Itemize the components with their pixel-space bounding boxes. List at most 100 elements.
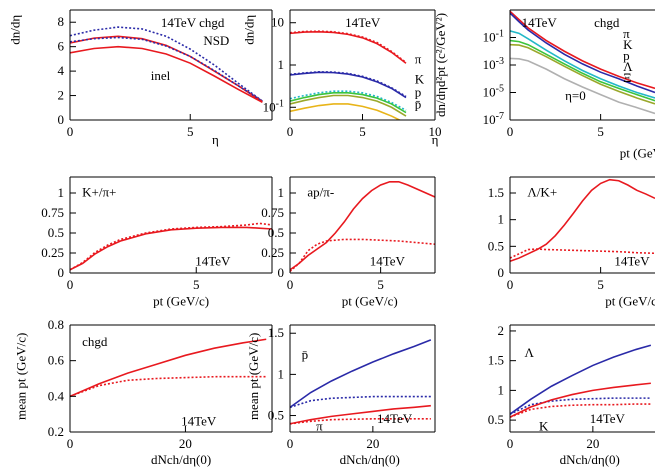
- panel-title: Λ: [525, 345, 535, 360]
- series-line-1: [290, 30, 407, 64]
- x-tick-label: 0: [507, 124, 514, 139]
- series-line-1: [290, 395, 431, 409]
- annotation: 14TeV: [370, 253, 406, 268]
- legend-entry: π: [623, 26, 630, 41]
- series-group: [510, 10, 655, 115]
- y-tick-label: 2: [58, 88, 65, 103]
- series-line-2: [70, 36, 263, 102]
- series-line-2: [510, 382, 651, 418]
- legend-entry: p: [623, 48, 630, 63]
- x-tick-label: 20: [586, 436, 599, 451]
- legend-entry: p: [415, 85, 422, 100]
- panel-title: 14TeV: [345, 15, 381, 30]
- y-axis-label: dn/dηd²pt (c²/GeV²): [433, 13, 448, 117]
- series-line-3: [510, 39, 655, 102]
- series-group: [290, 181, 435, 272]
- y-tick-label: 10-3: [483, 56, 504, 72]
- axes: 0 5 10-1 10-3 10-5 10-7: [483, 9, 655, 139]
- y-tick-label: 0.4: [48, 388, 65, 403]
- legend-title: chgd: [594, 15, 620, 30]
- series-line-2: [290, 404, 431, 425]
- y-tick-label: 10-1: [483, 29, 504, 45]
- series-line-3: [290, 418, 431, 425]
- y-tick-label: 1: [498, 382, 505, 397]
- y-tick-label: 0.5: [268, 225, 284, 240]
- y-axis-label: dn/dη: [242, 15, 257, 45]
- y-tick-label: 1.5: [268, 325, 284, 340]
- y-tick-label: 0: [498, 265, 505, 280]
- x-axis-label: η: [432, 132, 439, 147]
- panel-title: chgd: [82, 334, 108, 349]
- panel-p1: 0 5 0 2 4 6 8 14TeV chgd NSD inel η dn/dη: [8, 9, 273, 147]
- y-tick-label: 1.5: [488, 353, 504, 368]
- x-tick-label: 10: [429, 124, 442, 139]
- panel-title: Λ/K+: [527, 184, 557, 199]
- x-axis-label: dNch/dη(0): [340, 452, 400, 467]
- legend-entry: Λ: [623, 59, 633, 74]
- y-tick-label: 10-5: [483, 84, 504, 100]
- annotation: 14TeV: [377, 411, 413, 426]
- series-line-5: [510, 57, 655, 115]
- series-line-1: [70, 375, 267, 398]
- series-line-6: [290, 94, 407, 117]
- series-line-0: [290, 181, 435, 271]
- series-group: [70, 338, 267, 398]
- series-line-1: [290, 238, 435, 272]
- y-tick-label: 1: [278, 57, 285, 72]
- series-line-1: [510, 248, 655, 259]
- x-tick-label: 0: [67, 124, 74, 139]
- series-group: [70, 26, 263, 103]
- series-line-0: [510, 178, 655, 263]
- x-tick-label: 0: [287, 277, 294, 292]
- x-tick-label: 0: [507, 277, 514, 292]
- y-tick-label: 10-7: [483, 111, 504, 127]
- x-axis-label: η: [212, 132, 219, 147]
- series-line-5: [290, 92, 407, 114]
- annotation: 14TeV: [181, 413, 217, 428]
- panel-p4: 0 5 0 0.25 0.5 0.75 1 K+/π+ 14TeV pt (GeV/c): [41, 176, 273, 309]
- x-axis-label: pt (GeV/c): [342, 294, 398, 309]
- panel-title: K+/π+: [82, 184, 116, 199]
- x-axis-label: dNch/dη(0): [151, 452, 211, 467]
- legend-entry: p̄: [415, 97, 422, 112]
- annotation: π: [316, 419, 323, 434]
- y-tick-label: 6: [58, 39, 65, 54]
- y-tick-label: 0: [58, 112, 65, 127]
- y-tick-label: 0.2: [48, 424, 64, 439]
- y-tick-label: 0.5: [48, 225, 64, 240]
- axes: 0 20 0.5 1 1.5 2: [488, 323, 655, 451]
- panel-p8: 0 20 0.5 1 1.5 p̄ 14TeV π dNch/dη(0) mean pt (GeV…: [246, 324, 436, 467]
- x-tick-label: 5: [187, 124, 194, 139]
- y-tick-label: 1.5: [488, 185, 504, 200]
- legend-entry: K: [623, 37, 633, 52]
- y-axis-label: dn/dη: [8, 15, 23, 45]
- legend-entry: π: [415, 52, 422, 67]
- annotation: 14TeV: [590, 411, 626, 426]
- y-tick-label: 0: [278, 265, 285, 280]
- series-line-0: [290, 339, 432, 408]
- legend-entry: Ξ: [623, 70, 631, 85]
- annotation: η=0: [565, 88, 586, 103]
- y-tick-label: 0.8: [48, 317, 64, 332]
- y-axis-label: mean pt (GeV/c): [14, 333, 29, 420]
- y-tick-label: 0.5: [488, 238, 504, 253]
- panel-p5: 0 5 0 0.25 0.5 0.75 1 ap/π- 14TeV pt (GeV/c): [261, 176, 436, 309]
- series-group: [510, 178, 655, 263]
- annotation: 14TeV: [614, 253, 650, 268]
- y-tick-label: 0: [58, 265, 65, 280]
- axes: 0 20 0.5 1 1.5: [268, 324, 436, 451]
- y-tick-label: 0.25: [41, 245, 64, 260]
- series-line-3: [510, 403, 651, 418]
- series-group: [510, 344, 652, 418]
- axes: 0 5 0 2 4 6 8: [58, 9, 273, 139]
- x-tick-label: 20: [366, 436, 379, 451]
- y-tick-label: 0.6: [48, 353, 65, 368]
- series-line-4: [510, 43, 655, 105]
- y-tick-label: 4: [58, 63, 65, 78]
- y-tick-label: 0.5: [488, 412, 504, 427]
- x-axis-label: pt (GeV/c): [605, 294, 655, 309]
- series-group: [290, 30, 407, 120]
- series-line-7: [290, 103, 402, 120]
